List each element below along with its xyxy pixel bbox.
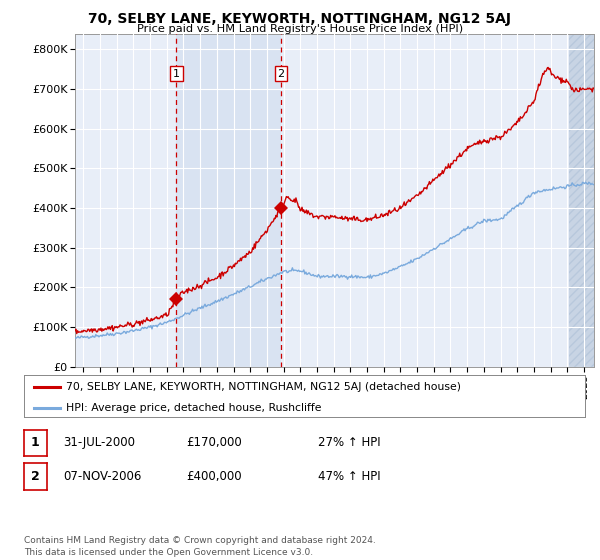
Text: Contains HM Land Registry data © Crown copyright and database right 2024.
This d: Contains HM Land Registry data © Crown c… (24, 536, 376, 557)
Text: 2: 2 (278, 68, 284, 78)
Text: HPI: Average price, detached house, Rushcliffe: HPI: Average price, detached house, Rush… (66, 403, 322, 413)
Bar (176, 34, 281, 367)
Text: 2: 2 (31, 470, 40, 483)
Text: 27% ↑ HPI: 27% ↑ HPI (318, 436, 380, 450)
Text: 47% ↑ HPI: 47% ↑ HPI (318, 470, 380, 483)
Text: £400,000: £400,000 (186, 470, 242, 483)
Text: Price paid vs. HM Land Registry's House Price Index (HPI): Price paid vs. HM Land Registry's House … (137, 24, 463, 34)
Text: 70, SELBY LANE, KEYWORTH, NOTTINGHAM, NG12 5AJ: 70, SELBY LANE, KEYWORTH, NOTTINGHAM, NG… (89, 12, 511, 26)
Text: 07-NOV-2006: 07-NOV-2006 (63, 470, 142, 483)
Bar (569, 34, 594, 367)
Text: 1: 1 (31, 436, 40, 450)
Text: 70, SELBY LANE, KEYWORTH, NOTTINGHAM, NG12 5AJ (detached house): 70, SELBY LANE, KEYWORTH, NOTTINGHAM, NG… (66, 382, 461, 392)
Text: 1: 1 (173, 68, 180, 78)
Text: £170,000: £170,000 (186, 436, 242, 450)
Text: 31-JUL-2000: 31-JUL-2000 (63, 436, 135, 450)
